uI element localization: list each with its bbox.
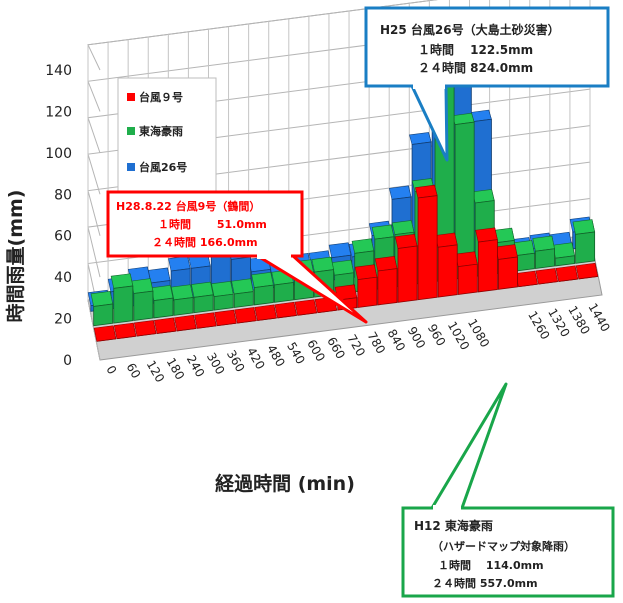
y-axis-title: 時間雨量(mm) (5, 190, 27, 323)
bar-0-4 (174, 314, 197, 332)
callout-h25-line1: １時間 122.5mm (418, 42, 533, 57)
bar-1-8 (251, 272, 274, 306)
y-tick-label: 60 (54, 229, 72, 245)
bar-1-2 (130, 278, 154, 321)
x-tick-label: 0 (103, 363, 119, 377)
callout-h12-line1: １時間 114.0mm (438, 558, 544, 572)
legend-swatch-tokai (127, 127, 135, 135)
bar-0-14 (374, 255, 398, 306)
y-tick-label: 20 (54, 312, 72, 328)
legend-label-typhoon26: 台風26号 (139, 160, 187, 174)
bar-0-6 (214, 309, 237, 327)
legend-label-typhoon9: 台風９号 (139, 90, 183, 104)
bar-0-1 (113, 322, 137, 340)
bar-0-13 (354, 264, 378, 308)
bar-0-20 (495, 244, 518, 290)
callout-h12-box (401, 506, 615, 598)
bar-0-24 (575, 262, 599, 280)
bar-0-23 (555, 265, 579, 282)
y-tick-label: 100 (45, 146, 72, 162)
bar-1-1 (110, 273, 134, 324)
bar-0-3 (154, 317, 177, 334)
callout-h25-title: H25 台風26号（大島土砂災害） (380, 22, 560, 37)
bar-0-19 (475, 227, 498, 293)
callout-h12-line2: ２４時間 557.0mm (432, 576, 538, 590)
bar-0-15 (394, 233, 418, 303)
bar-0-21 (515, 270, 538, 288)
legend-label-tokai: 東海豪雨 (139, 124, 183, 138)
legend-swatch-typhoon9 (127, 93, 135, 101)
x-axis-title: 経過時間 (min) (215, 472, 355, 495)
bar-1-0 (90, 290, 114, 327)
callout-h12-pointer (430, 382, 508, 510)
bar-1-24 (572, 219, 596, 264)
callout-h12: H12 東海豪雨 （ハザードマップ対象降雨） １時間 114.0mm ２４時間 … (401, 382, 615, 598)
legend-swatch-typhoon26 (127, 163, 135, 171)
bar-0-9 (274, 301, 297, 319)
callout-h28-box (106, 190, 304, 258)
bar-0-2 (133, 320, 157, 337)
callout-h12-title: H12 東海豪雨 (414, 518, 493, 533)
bar-1-6 (211, 281, 234, 311)
callout-h28-line2: ２４時間 166.0mm (152, 235, 258, 249)
bar-1-4 (170, 284, 194, 316)
y-axis-tick-labels: 0 20 40 60 80 100 120 140 (45, 63, 72, 369)
bar-1-5 (191, 281, 214, 314)
y-tick-label: 80 (54, 187, 72, 203)
callout-h25-line2: ２４時間 824.0mm (418, 60, 533, 75)
bar-0-18 (455, 251, 478, 295)
callout-h25-box (364, 6, 610, 88)
bar-0-22 (535, 268, 558, 285)
bar-0-10 (294, 299, 318, 316)
bar-1-22 (532, 235, 555, 269)
callout-h28: H28.8.22 台風9号（鶴間） １時間 51.0mm ２４時間 166.0m… (106, 190, 368, 324)
y-tick-label: 140 (45, 63, 72, 79)
callout-h25: H25 台風26号（大島土砂災害） １時間 122.5mm ２４時間 824.0… (364, 6, 610, 162)
bar-0-0 (93, 325, 117, 342)
bar-1-7 (231, 278, 254, 308)
bar-1-21 (512, 240, 535, 272)
callout-h12-sub: （ハザードマップ対象降雨） (432, 539, 575, 553)
bar-0-5 (194, 312, 217, 329)
bar-0-8 (254, 304, 277, 321)
legend: 台風９号 東海豪雨 台風26号 (117, 77, 217, 195)
bar-0-7 (234, 307, 257, 324)
bar-0-16 (415, 184, 438, 301)
bar-1-23 (552, 242, 575, 267)
y-tick-label: 120 (45, 104, 72, 120)
y-tick-label: 40 (54, 270, 72, 286)
callout-h28-line1: １時間 51.0mm (158, 217, 267, 231)
y-tick-label: 0 (63, 353, 72, 369)
bar-0-17 (435, 232, 458, 298)
callout-h28-title: H28.8.22 台風9号（鶴間） (116, 199, 260, 213)
x-tick-label: 60 (124, 361, 144, 381)
bar-1-3 (150, 285, 174, 319)
